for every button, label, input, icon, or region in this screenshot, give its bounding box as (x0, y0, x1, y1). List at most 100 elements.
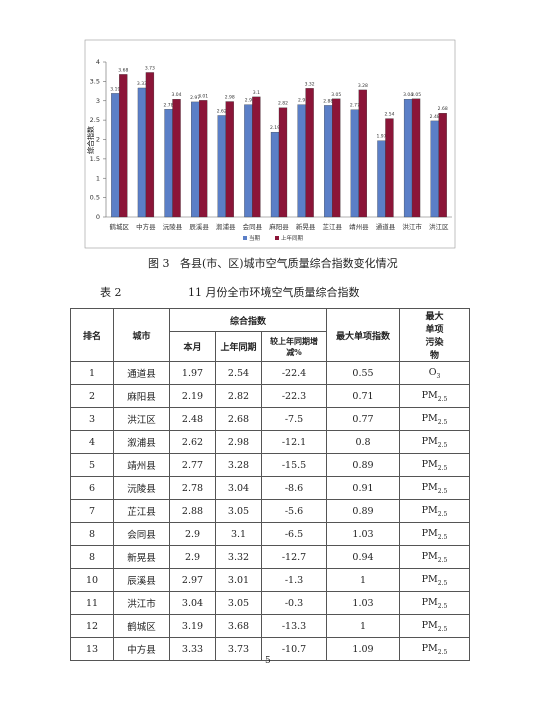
data-label: 1.97 (376, 134, 386, 140)
header: 排名 (70, 308, 114, 362)
table-row: 11 洪江市 3.04 3.05 -0.3 1.03 PM2.5 (70, 591, 470, 615)
data-label: 2.97 (190, 95, 200, 101)
pollutant: PM (421, 527, 438, 539)
table-cell: 7 (70, 499, 114, 523)
pollutant: PM (421, 619, 438, 631)
pollutant-subscript: 2.5 (437, 418, 448, 426)
pollutant: PM (421, 573, 438, 585)
table-cell: 0.8 (326, 430, 400, 454)
table-cell: PM2.5 (399, 591, 470, 615)
table-cell: -6.5 (261, 522, 327, 546)
table-cell: -10.7 (261, 637, 327, 661)
table-cell: 4 (70, 430, 114, 454)
table-cell: 1.09 (326, 637, 400, 661)
legend-label: 当期 (249, 234, 261, 242)
data-label: 3.05 (411, 92, 421, 98)
table-row: 2 麻阳县 2.19 2.82 -22.3 0.71 PM2.5 (70, 384, 470, 408)
table-cell: 10 (70, 568, 114, 592)
table-cell: 芷江县 (113, 499, 170, 523)
pollutant: PM (421, 550, 438, 562)
data-label: 3.73 (145, 65, 155, 71)
data-label: 2.9 (298, 98, 305, 104)
table-cell: 麻阳县 (113, 384, 170, 408)
table-cell: -13.3 (261, 614, 327, 638)
data-label: 2.54 (384, 112, 394, 118)
table-row: 10 辰溪县 2.97 3.01 -1.3 1 PM2.5 (70, 568, 470, 592)
table-cell: PM2.5 (399, 637, 470, 661)
table-cell: 2.62 (169, 430, 216, 454)
table-cell: -8.6 (261, 476, 327, 500)
data-table: 排名 城市 综合指数 最大单项指数 最大单项污染物 本月 上年同期 较上年同期增… (70, 307, 470, 661)
x-tick-label: 靖州县 (349, 222, 369, 231)
x-tick-label: 洪江区 (429, 222, 449, 231)
data-label: 3.04 (403, 92, 413, 98)
bar (332, 98, 341, 218)
data-label: 2.98 (225, 95, 235, 101)
table-cell: 洪江区 (113, 407, 170, 431)
x-tick-label: 新晃县 (296, 222, 316, 231)
y-axis-label: 综合指数 (86, 126, 95, 154)
bar (172, 99, 181, 218)
y-tick-label: 1 (96, 174, 100, 182)
table-cell: 3.28 (215, 453, 262, 477)
table-cell: 新晃县 (113, 545, 170, 569)
data-label: 2.68 (438, 106, 448, 112)
bar (199, 100, 208, 218)
bar (305, 88, 314, 218)
legend-swatch (275, 236, 279, 240)
table-cell: 2 (70, 384, 114, 408)
y-tick-label: 2 (96, 136, 100, 144)
table-cell: PM2.5 (399, 522, 470, 546)
table-row: 6 沅陵县 2.78 3.04 -8.6 0.91 PM2.5 (70, 476, 470, 500)
pollutant: O (428, 366, 437, 378)
bar (119, 74, 128, 218)
bar (297, 104, 306, 218)
data-label: 2.9 (245, 98, 252, 104)
pollutant: PM (421, 389, 438, 401)
pollutant-subscript: 2.5 (437, 487, 448, 495)
table-row: 3 洪江区 2.48 2.68 -7.5 0.77 PM2.5 (70, 407, 470, 431)
table-cell: PM2.5 (399, 568, 470, 592)
data-label: 3.32 (305, 81, 315, 87)
bar (270, 131, 280, 218)
pollutant: PM (421, 412, 438, 424)
page-number: 5 (265, 656, 271, 666)
table-row: 8 新晃县 2.9 3.32 -12.7 0.94 PM2.5 (70, 545, 470, 569)
table-cell: 2.77 (169, 453, 216, 477)
bar (385, 118, 394, 218)
pollutant-subscript: 2.5 (437, 510, 448, 518)
table-cell: 3.32 (215, 545, 262, 569)
table-cell: -0.3 (261, 591, 327, 615)
bar (252, 96, 261, 218)
bar (244, 104, 253, 218)
table-cell: -1.3 (261, 568, 327, 592)
bar (411, 98, 421, 218)
pollutant: PM (421, 642, 438, 654)
x-tick-label: 辰溪县 (189, 222, 209, 231)
x-tick-label: 洪江市 (402, 222, 422, 231)
table-cell: 2.19 (169, 384, 216, 408)
table-cell: 2.54 (215, 361, 262, 385)
chart-frame (84, 39, 456, 249)
table-cell: 1.03 (326, 522, 400, 546)
data-label: 2.48 (430, 114, 440, 120)
pollutant-subscript: 2.5 (437, 395, 448, 403)
table-cell: PM2.5 (399, 430, 470, 454)
table-cell: 8 (70, 545, 114, 569)
bar (217, 115, 226, 218)
table-cell: 2.78 (169, 476, 216, 500)
table-cell: 3.19 (169, 614, 216, 638)
table-cell: PM2.5 (399, 614, 470, 638)
pollutant-subscript: 2.5 (437, 648, 448, 656)
data-label: 2.82 (278, 101, 288, 107)
table-cell: 2.88 (169, 499, 216, 523)
table-cell: PM2.5 (399, 499, 470, 523)
table-cell: PM2.5 (399, 407, 470, 431)
pollutant: PM (421, 481, 438, 493)
table-cell: 3.01 (215, 568, 262, 592)
table-cell: 溆浦县 (113, 430, 170, 454)
table-cell: 0.89 (326, 453, 400, 477)
y-tick-label: 1.5 (90, 155, 100, 163)
header: 本月 (169, 331, 216, 362)
